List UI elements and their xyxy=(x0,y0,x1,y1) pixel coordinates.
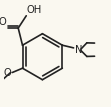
Text: O: O xyxy=(4,68,12,78)
Text: OH: OH xyxy=(27,5,42,15)
Text: O: O xyxy=(0,17,7,27)
Text: N: N xyxy=(75,45,83,55)
